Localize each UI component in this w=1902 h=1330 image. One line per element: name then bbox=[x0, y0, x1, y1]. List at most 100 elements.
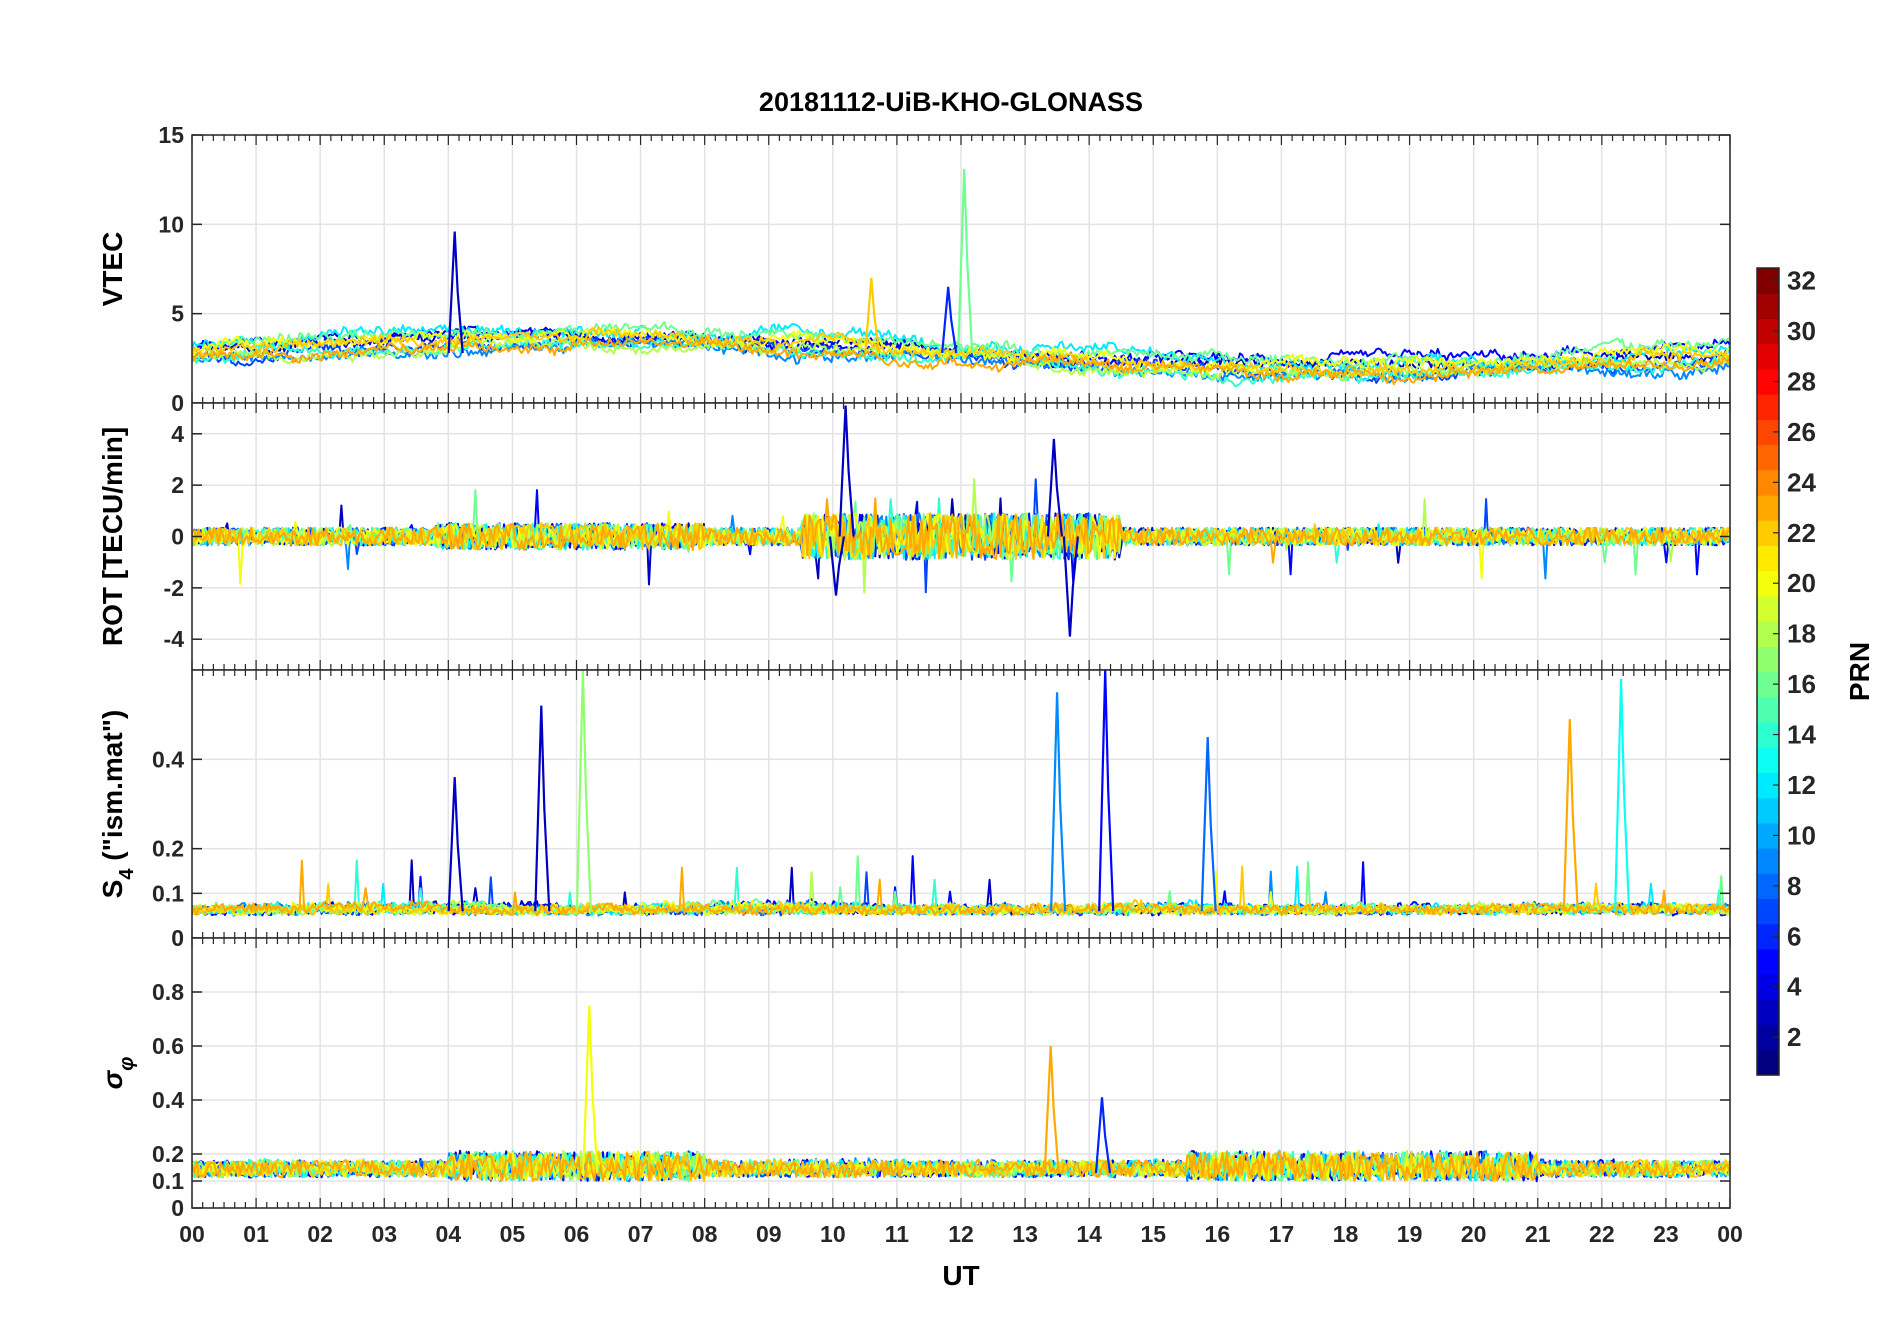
y-tick-label: 0.2 bbox=[152, 1141, 184, 1167]
y-tick-label: 0 bbox=[171, 1195, 184, 1221]
colorbar-bin bbox=[1757, 595, 1779, 622]
x-tick-label: 15 bbox=[1140, 1221, 1166, 1247]
spike-6 bbox=[1200, 736, 1217, 912]
colorbar-bin bbox=[1757, 898, 1779, 925]
colorbar-tick-label: 8 bbox=[1787, 871, 1801, 901]
y-tick-label: 0.4 bbox=[152, 1087, 184, 1113]
spike-1 bbox=[957, 168, 974, 354]
series-line-prn-22 bbox=[192, 1150, 1730, 1183]
colorbar-bin bbox=[1757, 822, 1779, 849]
y-tick-label: 15 bbox=[158, 122, 184, 148]
spike-4 bbox=[1562, 719, 1579, 912]
spike-0 bbox=[582, 1005, 599, 1173]
series-group bbox=[192, 168, 1730, 388]
x-tick-label: 03 bbox=[371, 1221, 397, 1247]
colorbar-tick-label: 28 bbox=[1787, 366, 1816, 396]
y-tick-label: -4 bbox=[164, 626, 185, 652]
colorbar-bin bbox=[1757, 343, 1779, 370]
chart-title: 20181112-UiB-KHO-GLONASS bbox=[759, 87, 1143, 117]
colorbar-tick-label: 32 bbox=[1787, 266, 1816, 296]
colorbar-tick-label: 20 bbox=[1787, 568, 1816, 598]
series-line-prn-23 bbox=[192, 497, 1730, 564]
colorbar-bin bbox=[1757, 318, 1779, 345]
y-tick-label: 0.1 bbox=[152, 1168, 184, 1194]
series-line-prn-23 bbox=[192, 1150, 1730, 1182]
x-tick-label: 08 bbox=[692, 1221, 718, 1247]
colorbar-bin bbox=[1757, 696, 1779, 723]
colorbar-bin bbox=[1757, 570, 1779, 597]
colorbar-bin bbox=[1757, 469, 1779, 496]
colorbar-bin bbox=[1757, 621, 1779, 647]
colorbar-frame bbox=[1756, 267, 1780, 1076]
spike-3 bbox=[828, 536, 846, 596]
colorbar-bin bbox=[1757, 1024, 1779, 1051]
colorbar-bin bbox=[1757, 772, 1779, 799]
series-group bbox=[192, 1005, 1730, 1183]
x-tick-label: 07 bbox=[628, 1221, 654, 1247]
colorbar-bin bbox=[1757, 444, 1779, 471]
colorbar-tick-label: 24 bbox=[1787, 467, 1816, 497]
y-tick-label: 4 bbox=[171, 421, 184, 447]
x-tick-label: 00 bbox=[179, 1221, 205, 1247]
x-tick-label: 23 bbox=[1653, 1221, 1679, 1247]
colorbar-bin bbox=[1757, 974, 1779, 1000]
y-tick-label: 5 bbox=[171, 301, 184, 327]
spike-0 bbox=[838, 405, 855, 537]
y-tick-label: -2 bbox=[164, 575, 184, 601]
x-tick-label: 06 bbox=[564, 1221, 590, 1247]
spike-3 bbox=[941, 286, 958, 354]
x-tick-label: 10 bbox=[820, 1221, 846, 1247]
spike-1 bbox=[575, 670, 592, 912]
panel-sigma_phi: 00.10.2 0.4 0.6 0.8 σφ 00 01 02 03 04 05 06 07 08 09 10… bbox=[97, 937, 1743, 1247]
panel-s4: 0 0.1 0.2 0.4 S4 ("ism.mat") bbox=[97, 669, 1731, 951]
x-tick-label: 21 bbox=[1525, 1221, 1551, 1247]
spike-0 bbox=[534, 705, 551, 912]
colorbar-tick-label: 12 bbox=[1787, 770, 1816, 800]
y-tick-label: 0.1 bbox=[152, 880, 184, 906]
colorbar-bin bbox=[1757, 873, 1779, 900]
spike-3 bbox=[1050, 692, 1067, 912]
colorbar-bin bbox=[1757, 646, 1779, 673]
spike-1 bbox=[1043, 1045, 1060, 1173]
x-tick-label: 00 bbox=[1717, 1221, 1743, 1247]
x-tick-label: 20 bbox=[1461, 1221, 1487, 1247]
series-group bbox=[192, 405, 1730, 637]
colorbar-tick-label: 26 bbox=[1787, 417, 1816, 447]
colorbar-bin bbox=[1757, 494, 1779, 521]
panel-rot: -4 -2 0 2 4 ROT [TECU/min] bbox=[97, 402, 1731, 671]
y-axis-label: S4 ("ism.mat") bbox=[97, 710, 138, 899]
y-tick-label: 0.4 bbox=[152, 746, 184, 772]
x-tick-label: 09 bbox=[756, 1221, 782, 1247]
y-tick-label: 0 bbox=[171, 925, 184, 951]
colorbar-tick-label: 16 bbox=[1787, 669, 1816, 699]
colorbar-tick-label: 10 bbox=[1787, 820, 1816, 850]
colorbar-label: PRN bbox=[1844, 642, 1875, 701]
x-tick-label: 14 bbox=[1076, 1221, 1102, 1247]
spike-2 bbox=[1046, 438, 1063, 537]
colorbar-bin bbox=[1757, 368, 1779, 395]
colorbar-tick-label: 30 bbox=[1787, 316, 1816, 346]
colorbar-bin bbox=[1757, 848, 1779, 874]
y-tick-label: 2 bbox=[171, 472, 184, 498]
spike-2 bbox=[864, 277, 881, 354]
spike-2 bbox=[1098, 670, 1115, 912]
series-group bbox=[192, 670, 1730, 917]
spike-7 bbox=[447, 777, 464, 912]
colorbar-bin bbox=[1757, 545, 1779, 572]
spike-0 bbox=[447, 231, 464, 354]
y-tick-label: 0.6 bbox=[152, 1033, 184, 1059]
colorbar-bin bbox=[1757, 999, 1779, 1026]
colorbar-tick-label: 4 bbox=[1787, 972, 1802, 1002]
y-axis-label: VTEC bbox=[97, 232, 128, 307]
x-tick-label: 13 bbox=[1012, 1221, 1038, 1247]
colorbar-tick-label: 2 bbox=[1787, 1022, 1801, 1052]
colorbar-tick-label: 14 bbox=[1787, 720, 1816, 750]
y-axis-label: ROT [TECU/min] bbox=[97, 427, 128, 646]
x-tick-label: 19 bbox=[1397, 1221, 1423, 1247]
colorbar-bin bbox=[1757, 923, 1779, 950]
x-tick-label: 02 bbox=[307, 1221, 333, 1247]
y-tick-label: 10 bbox=[158, 211, 184, 237]
